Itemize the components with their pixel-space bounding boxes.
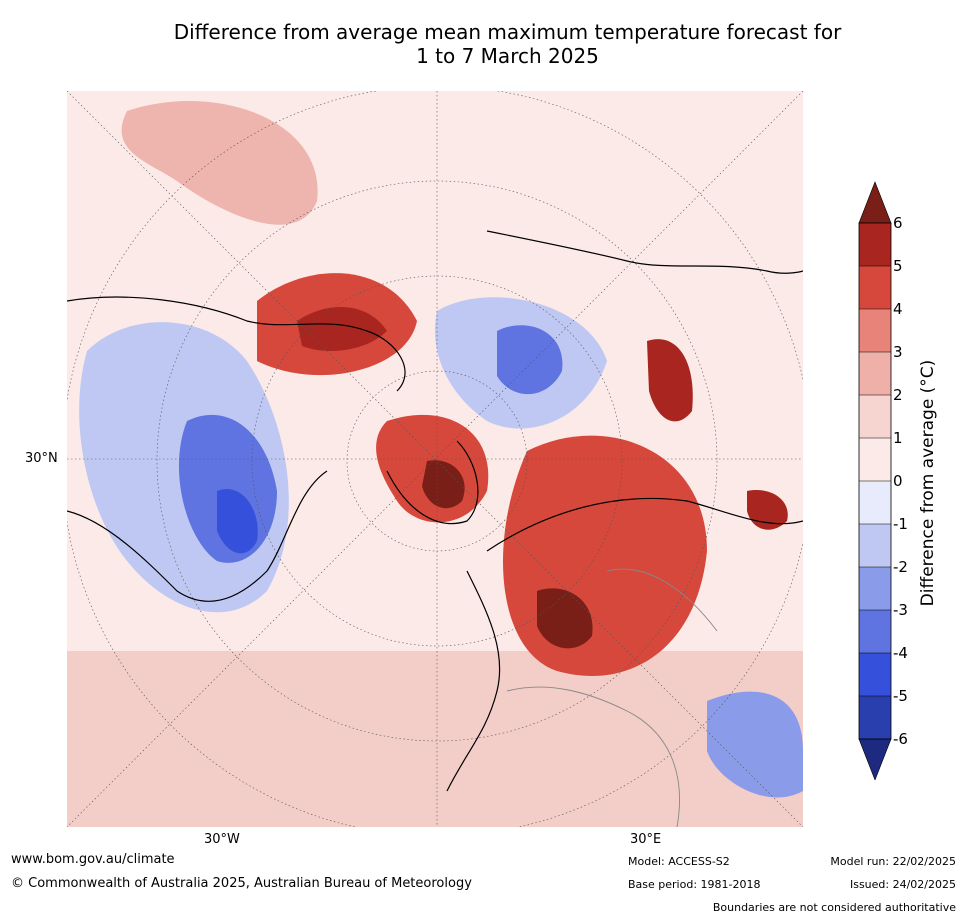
coast-siberia <box>486 230 803 274</box>
colorbar-bottom-extension <box>858 738 892 781</box>
footer-copyright: © Commonwealth of Australia 2025, Austra… <box>11 876 472 891</box>
lon-label-30e: 30°E <box>630 832 662 847</box>
border-russia <box>606 568 718 632</box>
coast-greenland <box>386 440 479 525</box>
colorbar-segment-m2-m1 <box>859 524 891 567</box>
cold-core-canada <box>217 489 258 554</box>
colorbar-segment-m3-m2 <box>859 567 891 610</box>
colorbar-tick-5: 5 <box>893 257 903 275</box>
colorbar-tick-m1: -1 <box>893 515 908 533</box>
warm-core-eastern-europe <box>537 588 593 649</box>
colorbar-segment-m4-m3 <box>859 610 891 653</box>
colorbar-segment-2-3 <box>859 352 891 395</box>
cold-anomaly-middle-east <box>707 691 803 798</box>
coast-scandinavia-europe <box>446 570 501 792</box>
cold-core-siberia <box>497 325 563 395</box>
warm-anomaly-east-siberia <box>647 339 693 422</box>
coastlines <box>67 230 803 792</box>
colorbar-segment-3-4 <box>859 309 891 352</box>
footer-website-link[interactable]: www.bom.gov.au/climate <box>11 852 175 867</box>
colorbar-tick-m2: -2 <box>893 558 908 576</box>
colorbar-segment-m1-0 <box>859 481 891 524</box>
colorbar-tick-2: 2 <box>893 386 903 404</box>
warm-anomaly-central-asia <box>747 490 788 530</box>
colorbar-segment-m6-m5 <box>859 696 891 739</box>
colorbar-tick-m3: -3 <box>893 601 908 619</box>
parallel-60n <box>156 180 718 742</box>
warm-anomaly-north-pacific <box>121 101 318 225</box>
colorbar-segment-m5-m4 <box>859 653 891 696</box>
colorbar-tick-m5: -5 <box>893 687 908 705</box>
colorbar-top-extension <box>858 181 892 224</box>
colorbar-segment-1-2 <box>859 395 891 438</box>
map-title: Difference from average mean maximum tem… <box>60 20 955 68</box>
lon-label-30w: 30°W <box>204 832 240 847</box>
coast-alaska <box>67 296 406 392</box>
footer-model-run: Model run: 22/02/2025 <box>830 855 956 868</box>
coast-hudson-bay <box>67 470 328 602</box>
colorbar-segment-0-1 <box>859 438 891 481</box>
warm-core-greenland-sea <box>422 460 465 509</box>
colorbar-tick-m6: -6 <box>893 730 908 748</box>
colorbar-tick-3: 3 <box>893 343 903 361</box>
colorbar-tick-1: 1 <box>893 429 903 447</box>
meridian-135 <box>67 91 803 827</box>
border-europe <box>506 686 680 827</box>
parallel-70n <box>251 275 623 647</box>
colorbar-svg <box>858 181 892 781</box>
colorbar-tick-6: 6 <box>893 214 903 232</box>
borders <box>506 568 718 827</box>
graticule <box>67 91 803 827</box>
colorbar-tick-0: 0 <box>893 472 903 490</box>
title-line-1: Difference from average mean maximum tem… <box>173 20 842 44</box>
colorbar-segment-4-5 <box>859 266 891 309</box>
footer-issued: Issued: 24/02/2025 <box>849 878 956 891</box>
colorbar-tick-4: 4 <box>893 300 903 318</box>
southern-warm-band <box>67 651 803 827</box>
footer-base-period: Base period: 1981-2018 <box>628 878 761 891</box>
coast-arctic-russia <box>486 497 803 552</box>
colorbar-segment-5-6 <box>859 223 891 266</box>
colorbar <box>855 180 965 781</box>
map-canvas <box>67 91 803 827</box>
footer-disclaimer: Boundaries are not considered authoritat… <box>712 901 956 914</box>
colorbar-label: Difference from average (°C) <box>918 359 938 607</box>
title-line-2: 1 to 7 March 2025 <box>416 44 599 68</box>
colorbar-separators <box>859 265 891 697</box>
lat-label-30n: 30°N <box>25 451 58 466</box>
colorbar-tick-m4: -4 <box>893 644 908 662</box>
temperature-anomaly-map <box>67 91 803 827</box>
footer-model: Model: ACCESS-S2 <box>628 855 730 868</box>
